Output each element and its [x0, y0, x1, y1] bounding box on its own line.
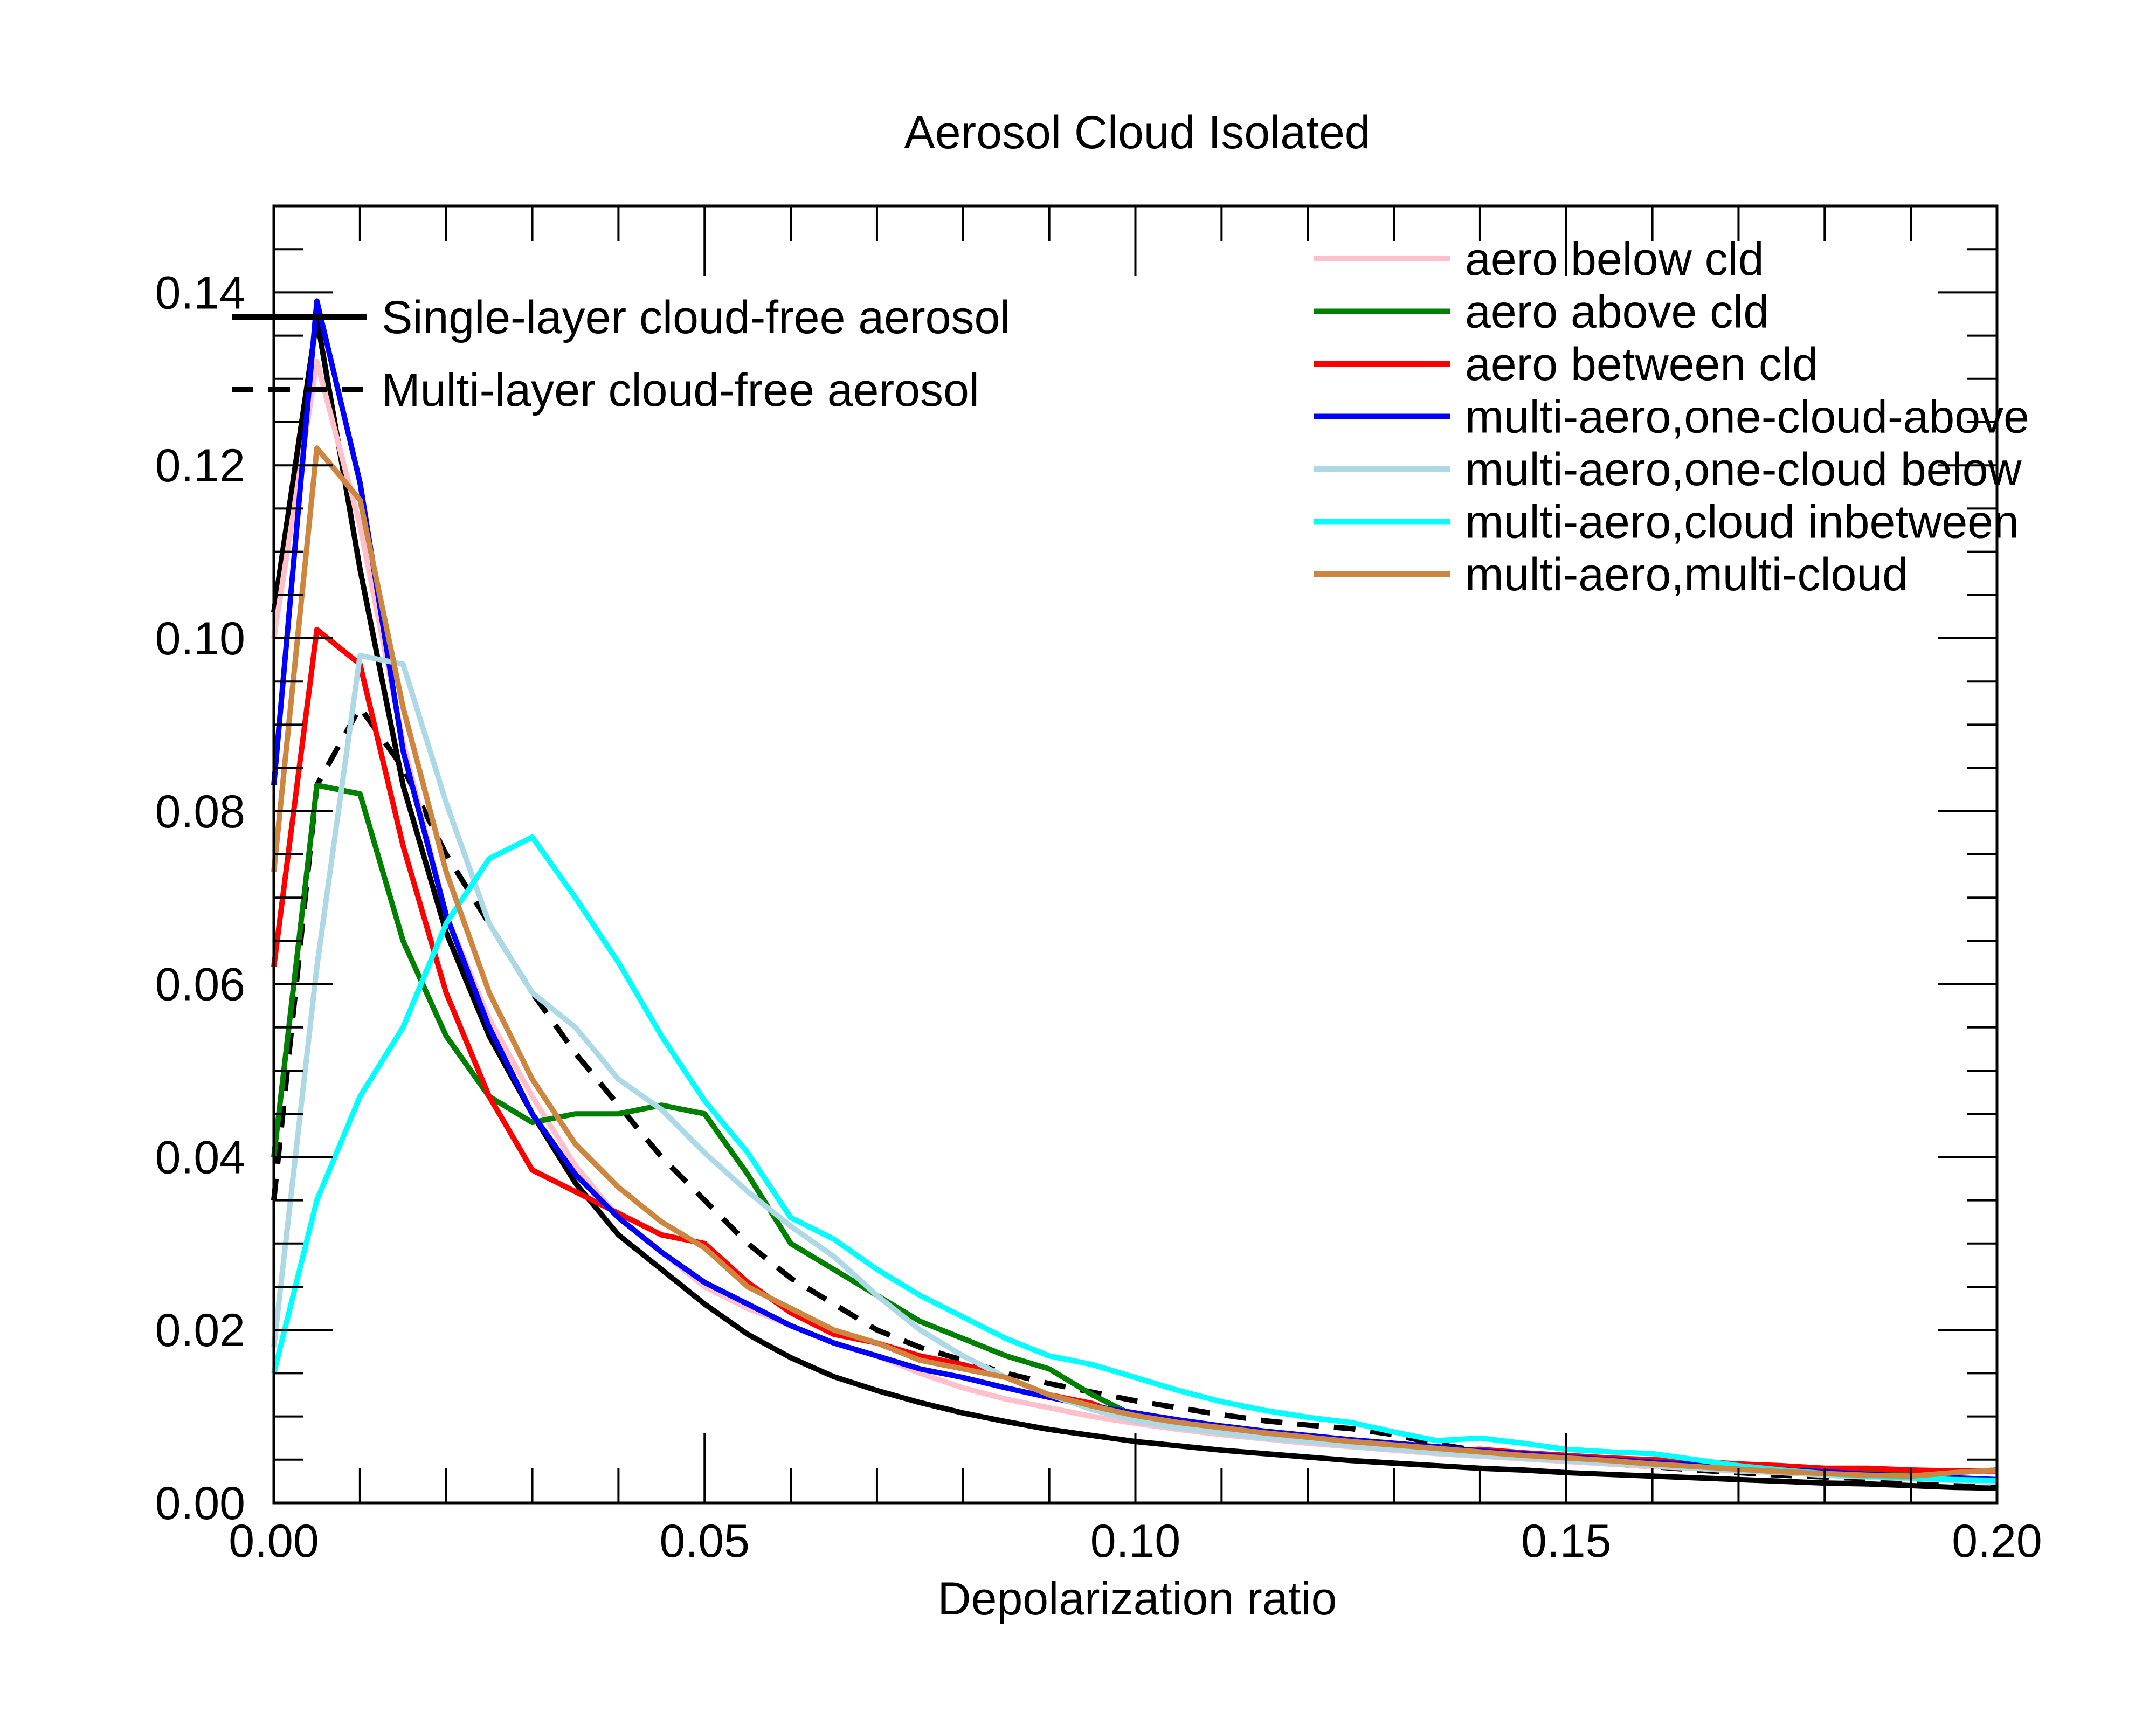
series-line-4	[271, 782, 1998, 1478]
legend-right-label: multi-aero,multi-cloud	[1465, 549, 1908, 601]
x-tick-label: 0.10	[1090, 1515, 1180, 1567]
y-tick-label: 0.08	[155, 786, 245, 838]
legend-left-label: Single-layer cloud-free aerosol	[382, 292, 1010, 343]
legend-right-label: multi-aero,one-cloud-above	[1465, 391, 2029, 443]
y-tick-label: 0.14	[155, 267, 245, 319]
legend-left: Single-layer cloud-free aerosol Multi-lay…	[232, 292, 1010, 416]
axis-ticks	[273, 205, 1998, 1504]
x-tick-label: 0.05	[660, 1515, 750, 1567]
x-axis-tick-labels: 0.00 0.05 0.10 0.15 0.20	[229, 1515, 2042, 1567]
legend-right-label: multi-aero,cloud inbetween	[1465, 496, 2019, 548]
legend-left-label: Multi-layer cloud-free aerosol	[382, 364, 979, 416]
y-tick-label: 0.04	[155, 1131, 245, 1183]
legend-right-label: aero below cld	[1465, 233, 1764, 285]
series-layer	[271, 298, 1998, 1491]
series-line-7	[271, 653, 1998, 1485]
legend-right-label: aero between cld	[1465, 339, 1818, 390]
series-line-8	[271, 834, 1998, 1484]
x-tick-label: 0.20	[1952, 1515, 2042, 1567]
y-tick-label: 0.00	[155, 1478, 245, 1529]
y-tick-label: 0.10	[155, 613, 245, 665]
x-axis-label: Depolarization ratio	[938, 1573, 1337, 1625]
x-tick-label: 0.15	[1521, 1515, 1611, 1567]
series-line-5	[271, 627, 1997, 1474]
series-line-9	[271, 445, 1998, 1479]
y-axis-tick-labels: 0.00 0.02 0.04 0.06 0.08 0.10 0.12 0.14	[155, 267, 245, 1529]
legend-right-label: aero above cld	[1465, 286, 1769, 338]
y-tick-label: 0.06	[155, 959, 245, 1011]
y-tick-label: 0.02	[155, 1305, 245, 1356]
legend-right-label: multi-aero,one-cloud below	[1465, 444, 2022, 495]
chart-title: Aerosol Cloud Isolated	[904, 107, 1370, 158]
x-tick-label: 0.00	[229, 1515, 319, 1567]
y-tick-label: 0.12	[155, 440, 245, 492]
